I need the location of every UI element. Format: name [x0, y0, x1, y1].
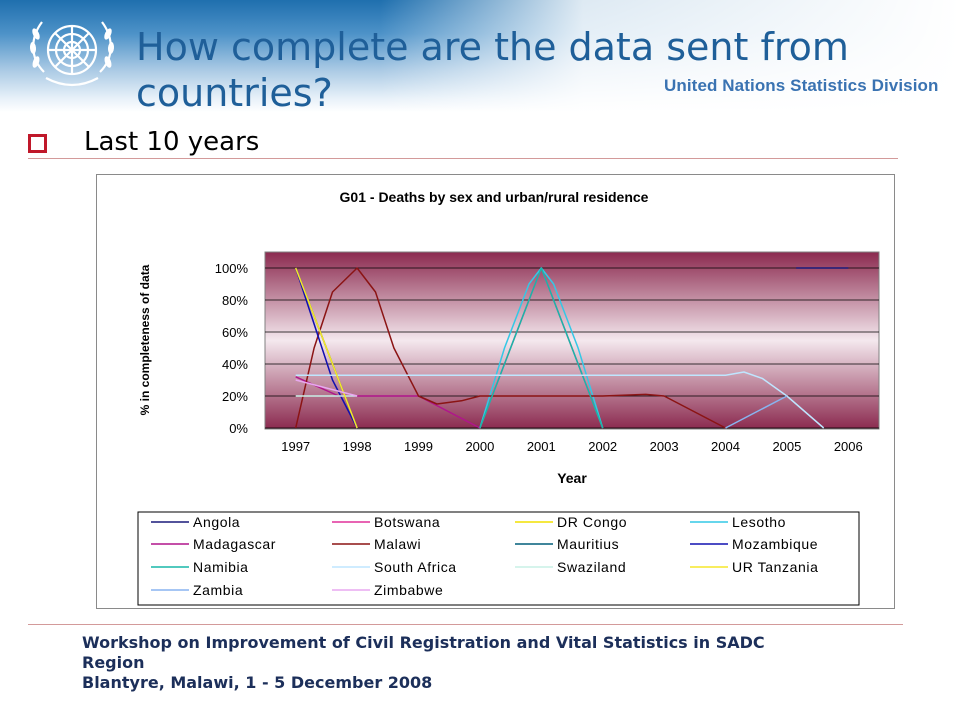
x-tick-label: 2001: [527, 439, 556, 454]
x-tick-label: 1997: [281, 439, 310, 454]
header-band: [0, 0, 960, 112]
series-line-malawi: [294, 267, 726, 429]
legend-label: South Africa: [374, 559, 457, 575]
plot-area: [264, 251, 880, 430]
legend-label: Botswana: [374, 514, 440, 530]
x-tick-label: 2000: [465, 439, 494, 454]
footer-line-3: Blantyre, Malawi, 1 - 5 December 2008: [82, 673, 433, 692]
x-tick-label: 2003: [650, 439, 679, 454]
footer-line-1: Workshop on Improvement of Civil Registr…: [82, 633, 765, 652]
legend-label: Madagascar: [193, 536, 276, 552]
series-line-ur-tanzania: [294, 267, 358, 429]
footer-line-2: Region: [82, 653, 145, 672]
y-tick-label: 80%: [222, 293, 248, 308]
square-bullet-icon: [28, 134, 47, 153]
slide-title: How complete are the data sent from coun…: [136, 25, 849, 115]
x-tick-label: 2006: [834, 439, 863, 454]
x-tick-label: 1998: [343, 439, 372, 454]
division-label: United Nations Statistics Division: [664, 76, 939, 95]
header-divider: [28, 158, 898, 159]
legend-label: Mauritius: [557, 536, 619, 552]
legend-label: UR Tanzania: [732, 559, 819, 575]
legend-label: DR Congo: [557, 514, 627, 530]
x-tick-label: 1999: [404, 439, 433, 454]
series-line-zambia: [725, 395, 788, 429]
series-line-mozambique: [294, 267, 358, 429]
legend-box: [137, 511, 860, 606]
footer-divider: [28, 624, 903, 625]
legend-label: Malawi: [374, 536, 421, 552]
series-line-south-africa: [295, 371, 825, 429]
x-axis-label: Year: [557, 470, 587, 486]
y-tick-label: 100%: [215, 261, 249, 276]
y-tick-label: 0%: [229, 421, 248, 436]
series-line-zimbabwe: [295, 379, 358, 397]
y-axis-label: % in completeness of data: [138, 264, 152, 415]
bullet-text: Last 10 years: [84, 127, 260, 157]
legend-label: Zambia: [193, 582, 243, 598]
x-tick-label: 2005: [772, 439, 801, 454]
y-tick-label: 60%: [222, 325, 248, 340]
footer: Workshop on Improvement of Civil Registr…: [82, 633, 902, 693]
legend-label: Zimbabwe: [374, 582, 443, 598]
legend-label: Lesotho: [732, 514, 786, 530]
y-tick-label: 20%: [222, 389, 248, 404]
y-tick-label: 40%: [222, 357, 248, 372]
legend-label: Namibia: [193, 559, 249, 575]
un-emblem-icon: [29, 21, 115, 87]
legend-label: Mozambique: [732, 536, 818, 552]
x-tick-label: 2004: [711, 439, 740, 454]
chart-title: G01 - Deaths by sex and urban/rural resi…: [340, 189, 649, 205]
legend-label: Swaziland: [557, 559, 626, 575]
chart-frame: G01 - Deaths by sex and urban/rural resi…: [96, 174, 895, 609]
x-tick-label: 2002: [588, 439, 617, 454]
chart-area: G01 - Deaths by sex and urban/rural resi…: [137, 189, 880, 606]
legend-label: Angola: [193, 514, 240, 530]
series-line-madagascar: [295, 376, 481, 429]
